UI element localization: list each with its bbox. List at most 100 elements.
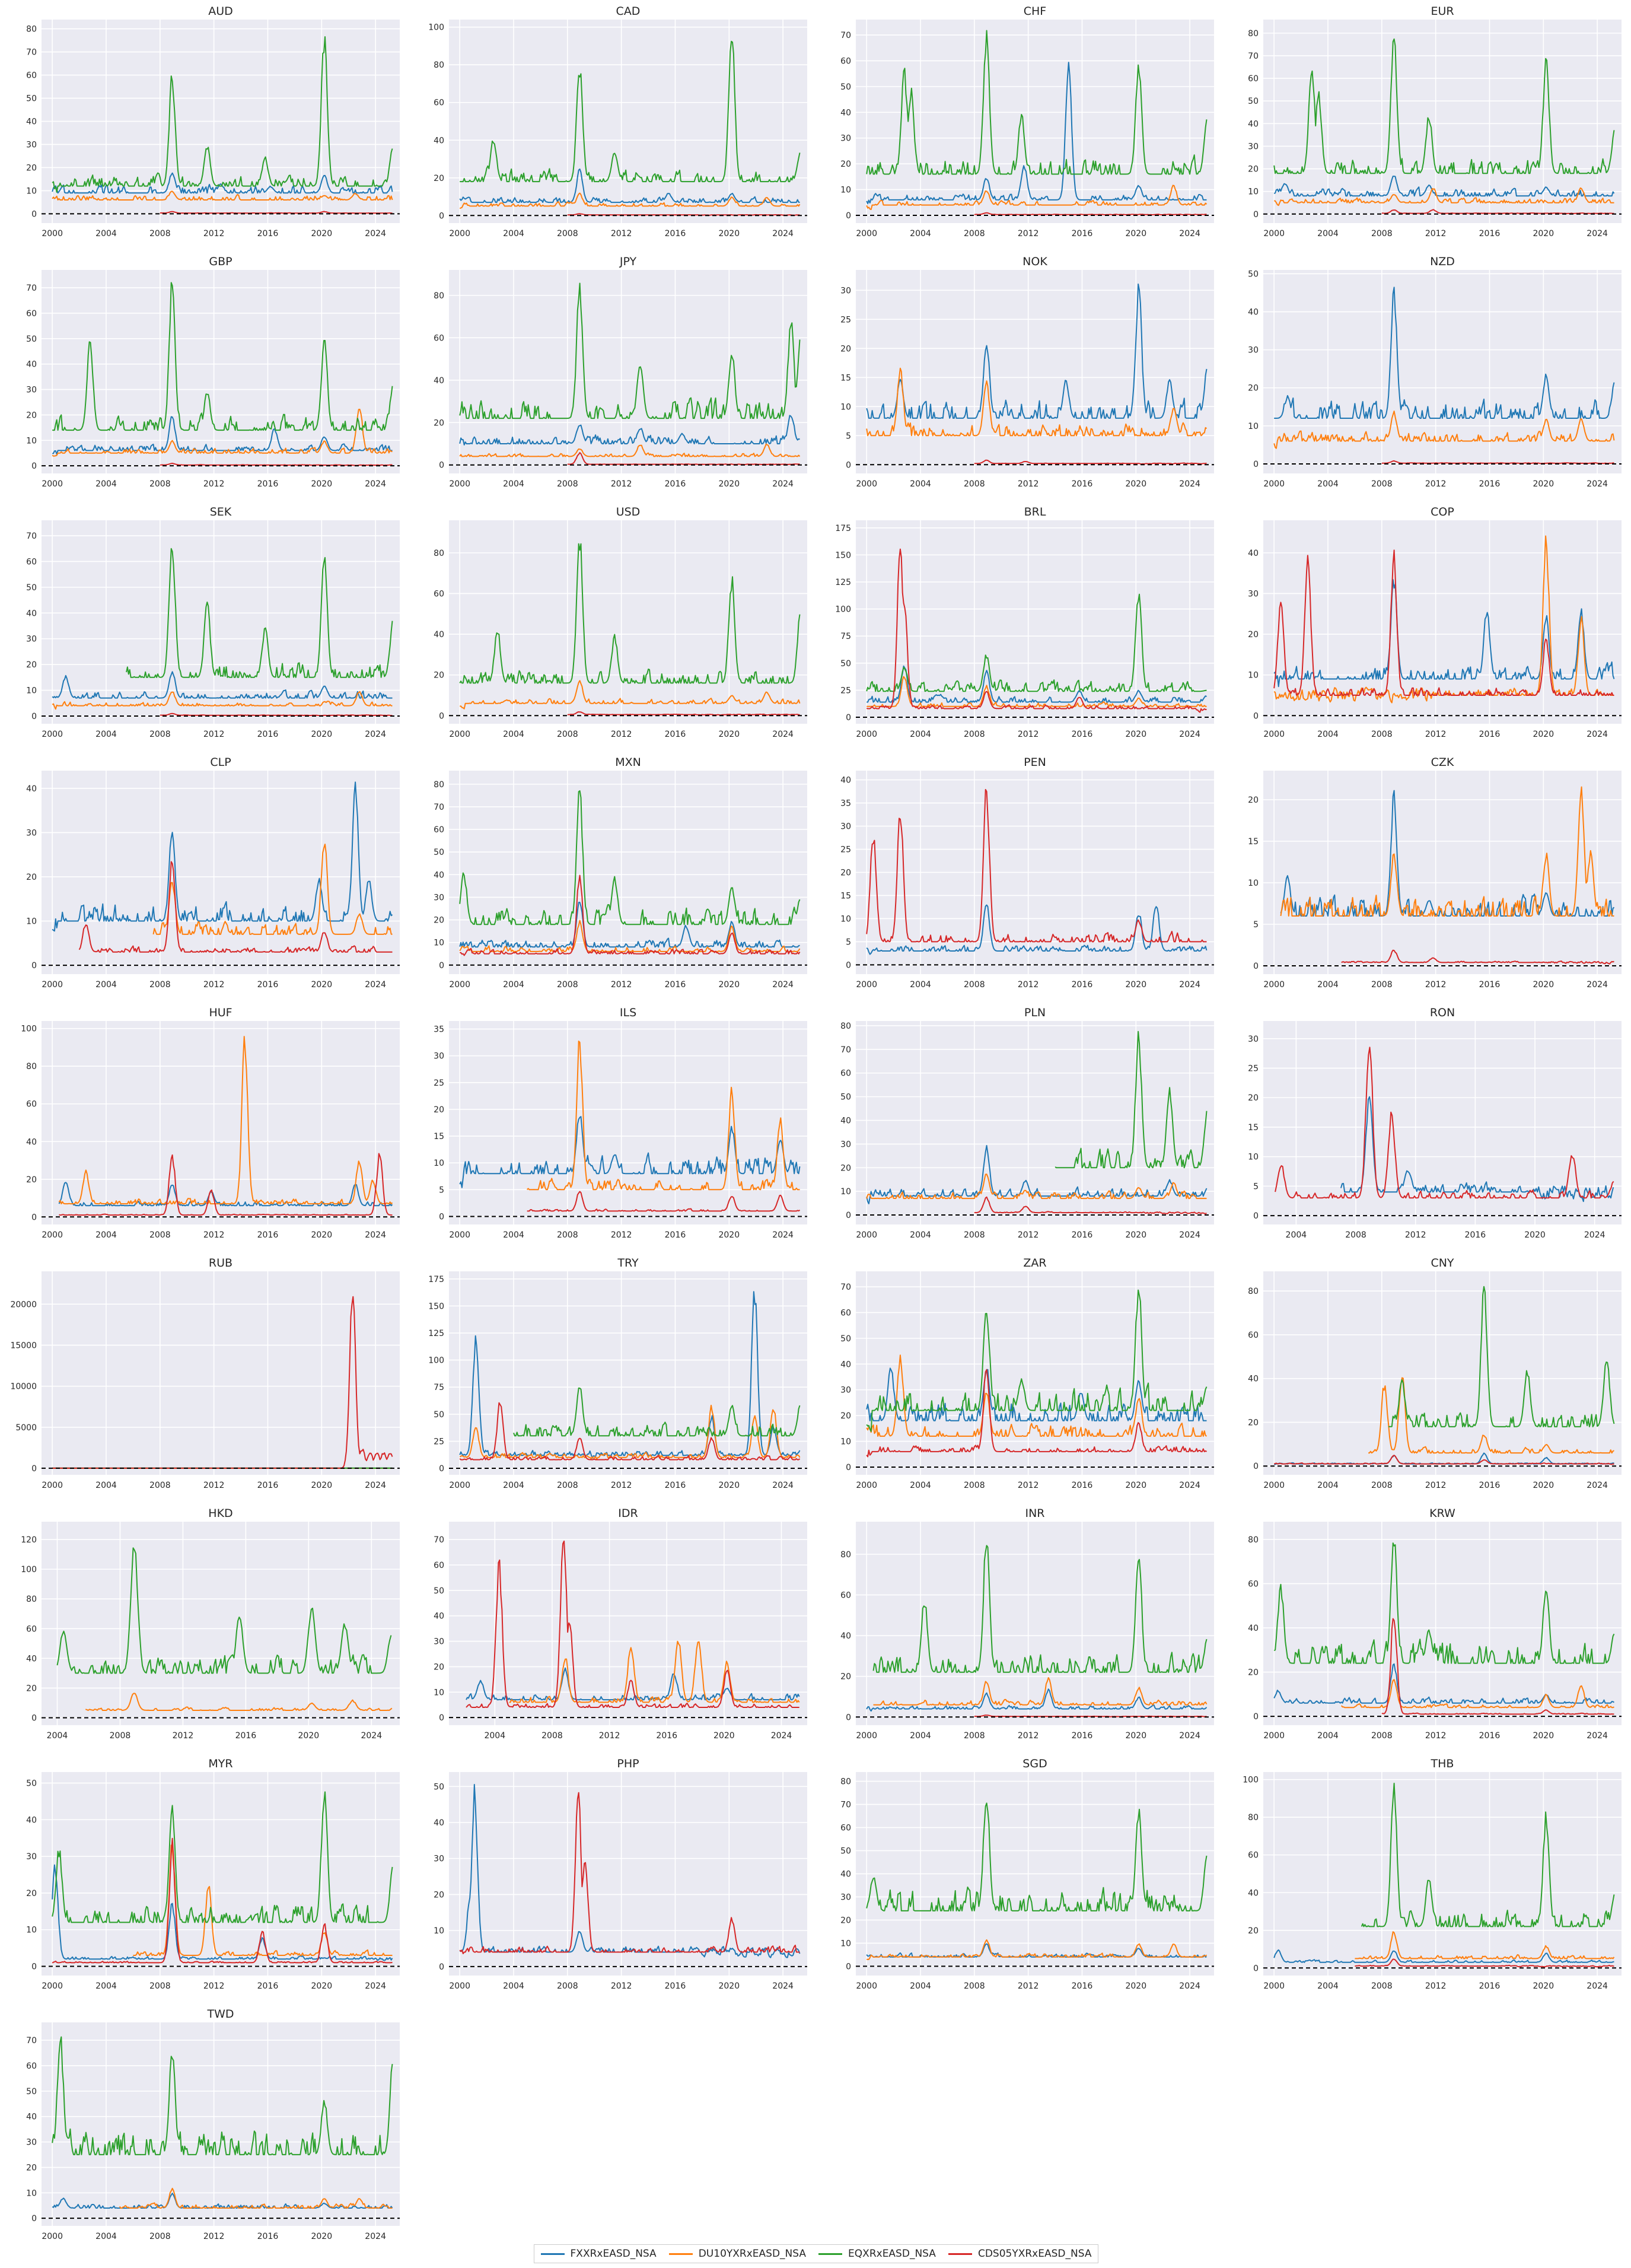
- y-tick-label-hkd: 100: [21, 1565, 37, 1574]
- x-tick-label-ils: 2012: [611, 1230, 632, 1240]
- y-tick-label-sek: 20: [26, 660, 37, 670]
- x-tick-label-php: 2004: [503, 1981, 524, 1991]
- x-tick-label-jpy: 2012: [611, 479, 632, 489]
- series-line-huf-du10yxrxeasd_nsa: [58, 1036, 393, 1205]
- y-tick-label-pln: 40: [840, 1116, 851, 1126]
- x-tick-label-mxn: 2020: [718, 980, 740, 990]
- x-tick-label-huf: 2008: [149, 1230, 171, 1240]
- x-tick-label-pen: 2004: [910, 980, 931, 990]
- series-line-cny-cds05yxrxeasd_nsa: [1273, 1455, 1614, 1465]
- series-line-try-eqxrxeasd_nsa: [513, 1387, 801, 1437]
- panel-background-cop: [1263, 520, 1622, 724]
- x-tick-label-czk: 2000: [1263, 980, 1285, 990]
- x-tick-label-czk: 2016: [1479, 980, 1501, 990]
- y-tick-label-sgd: 60: [840, 1824, 851, 1833]
- x-tick-label-cop: 2008: [1371, 730, 1393, 739]
- series-line-sgd-du10yxrxeasd_nsa: [867, 1939, 1208, 1960]
- x-tick-label-hkd: 2020: [298, 1731, 320, 1741]
- y-tick-label-jpy: 60: [434, 333, 444, 343]
- panel-background-cad: [449, 20, 807, 223]
- y-tick-label-twd: 30: [26, 2138, 37, 2148]
- series-line-brl-cds05yxrxeasd_nsa: [866, 548, 1207, 713]
- panel-try: 0 25 50 75 100 125 150 175 2000 2004 2008 2012 2016 2…: [428, 1257, 807, 1490]
- panel-title-try: TRY: [617, 1257, 639, 1270]
- panel-cop: 0 10 20 30 40 2000 2004 2008 2012 2016 2020 2024 COP: [1248, 505, 1622, 739]
- y-tick-label-brl: 0: [846, 713, 851, 723]
- panel-title-gbp: GBP: [209, 255, 232, 268]
- x-tick-label-pln: 2016: [1072, 1230, 1093, 1240]
- x-tick-label-usd: 2012: [611, 730, 632, 739]
- series-line-nok-cds05yxrxeasd_nsa: [974, 459, 1207, 465]
- x-tick-label-cop: 2004: [1317, 730, 1339, 739]
- x-tick-label-jpy: 2008: [557, 479, 578, 489]
- x-tick-label-rub: 2024: [365, 1481, 386, 1490]
- panel-background-cny: [1263, 1271, 1622, 1475]
- y-tick-label-gbp: 20: [26, 411, 37, 420]
- y-tick-label-pen: 0: [846, 960, 851, 970]
- x-tick-label-chf: 2000: [856, 229, 877, 238]
- y-tick-label-aud: 0: [31, 209, 37, 219]
- x-tick-label-myr: 2004: [95, 1981, 117, 1991]
- y-tick-label-sgd: 80: [840, 1777, 851, 1787]
- y-tick-label-huf: 100: [21, 1025, 37, 1034]
- series-line-pln-cds05yxrxeasd_nsa: [974, 1196, 1207, 1214]
- panel-title-ron: RON: [1430, 1006, 1455, 1019]
- series-line-ron-fxxrxeasd_nsa: [1340, 1096, 1614, 1203]
- y-tick-label-clp: 40: [26, 784, 37, 794]
- y-tick-label-mxn: 80: [434, 780, 444, 790]
- y-tick-label-inr: 0: [846, 1713, 851, 1722]
- x-tick-label-huf: 2024: [365, 1230, 386, 1240]
- y-tick-label-zar: 0: [846, 1463, 851, 1472]
- y-tick-label-idr: 0: [439, 1713, 444, 1723]
- y-tick-label-idr: 10: [434, 1688, 444, 1697]
- series-line-cny-eqxrxeasd_nsa: [1388, 1286, 1615, 1427]
- y-tick-label-huf: 0: [31, 1213, 37, 1222]
- x-tick-label-zar: 2004: [910, 1481, 931, 1490]
- x-tick-label-krw: 2000: [1263, 1731, 1285, 1741]
- panel-inr: 0 20 40 60 80 2000 2004 2008 2012 2016 2020 2024 INR: [840, 1507, 1214, 1741]
- y-tick-label-ils: 35: [434, 1025, 444, 1035]
- panel-hkd: 0 20 40 60 80 100 120 2004 2008 2012 2016 2020 2024 H…: [21, 1507, 400, 1741]
- y-tick-label-twd: 20: [26, 2163, 37, 2172]
- series-line-twd-du10yxrxeasd_nsa: [119, 2187, 393, 2209]
- y-tick-label-mxn: 70: [434, 803, 444, 812]
- x-tick-label-hkd: 2012: [173, 1731, 194, 1741]
- y-tick-label-aud: 60: [26, 71, 37, 81]
- series-line-aud-cds05yxrxeasd_nsa: [160, 211, 393, 214]
- y-tick-label-nok: 25: [840, 315, 851, 325]
- y-tick-label-gbp: 50: [26, 335, 37, 344]
- x-tick-label-usd: 2008: [557, 730, 578, 739]
- y-tick-label-thb: 0: [1253, 1964, 1259, 1973]
- series-line-ils-du10yxrxeasd_nsa: [526, 1041, 800, 1191]
- y-tick-label-eur: 10: [1248, 187, 1259, 197]
- x-tick-label-nok: 2024: [1179, 479, 1200, 489]
- x-tick-label-idr: 2012: [599, 1731, 620, 1741]
- x-tick-label-cad: 2024: [772, 229, 794, 238]
- x-tick-label-clp: 2008: [149, 980, 171, 990]
- y-tick-label-pen: 25: [840, 845, 851, 855]
- y-tick-label-chf: 70: [840, 31, 851, 40]
- series-line-huf-cds05yxrxeasd_nsa: [59, 1153, 393, 1216]
- y-tick-label-thb: 40: [1248, 1888, 1259, 1898]
- x-tick-label-gbp: 2008: [149, 479, 171, 489]
- series-line-huf-fxxrxeasd_nsa: [58, 1182, 393, 1207]
- y-tick-label-idr: 70: [434, 1535, 444, 1545]
- x-tick-label-cop: 2016: [1479, 730, 1501, 739]
- x-tick-label-aud: 2008: [149, 229, 171, 238]
- series-line-thb-du10yxrxeasd_nsa: [1355, 1931, 1615, 1960]
- y-tick-label-pln: 60: [840, 1069, 851, 1079]
- y-tick-label-ron: 25: [1248, 1064, 1259, 1074]
- x-tick-label-myr: 2020: [311, 1981, 332, 1991]
- x-tick-label-clp: 2020: [311, 980, 332, 990]
- y-tick-label-cop: 30: [1248, 589, 1259, 599]
- x-tick-label-zar: 2024: [1179, 1481, 1200, 1490]
- y-tick-label-idr: 30: [434, 1637, 444, 1647]
- legend-swatch-eq: [818, 2253, 843, 2255]
- x-tick-label-jpy: 2016: [665, 479, 686, 489]
- y-tick-label-chf: 60: [840, 56, 851, 66]
- panel-title-krw: KRW: [1429, 1507, 1455, 1520]
- y-tick-label-rub: 5000: [15, 1423, 37, 1433]
- y-tick-label-zar: 60: [840, 1308, 851, 1318]
- panel-krw: 0 20 40 60 80 2000 2004 2008 2012 2016 2020 2024 KRW: [1248, 1507, 1622, 1741]
- panel-background-nzd: [1263, 270, 1622, 473]
